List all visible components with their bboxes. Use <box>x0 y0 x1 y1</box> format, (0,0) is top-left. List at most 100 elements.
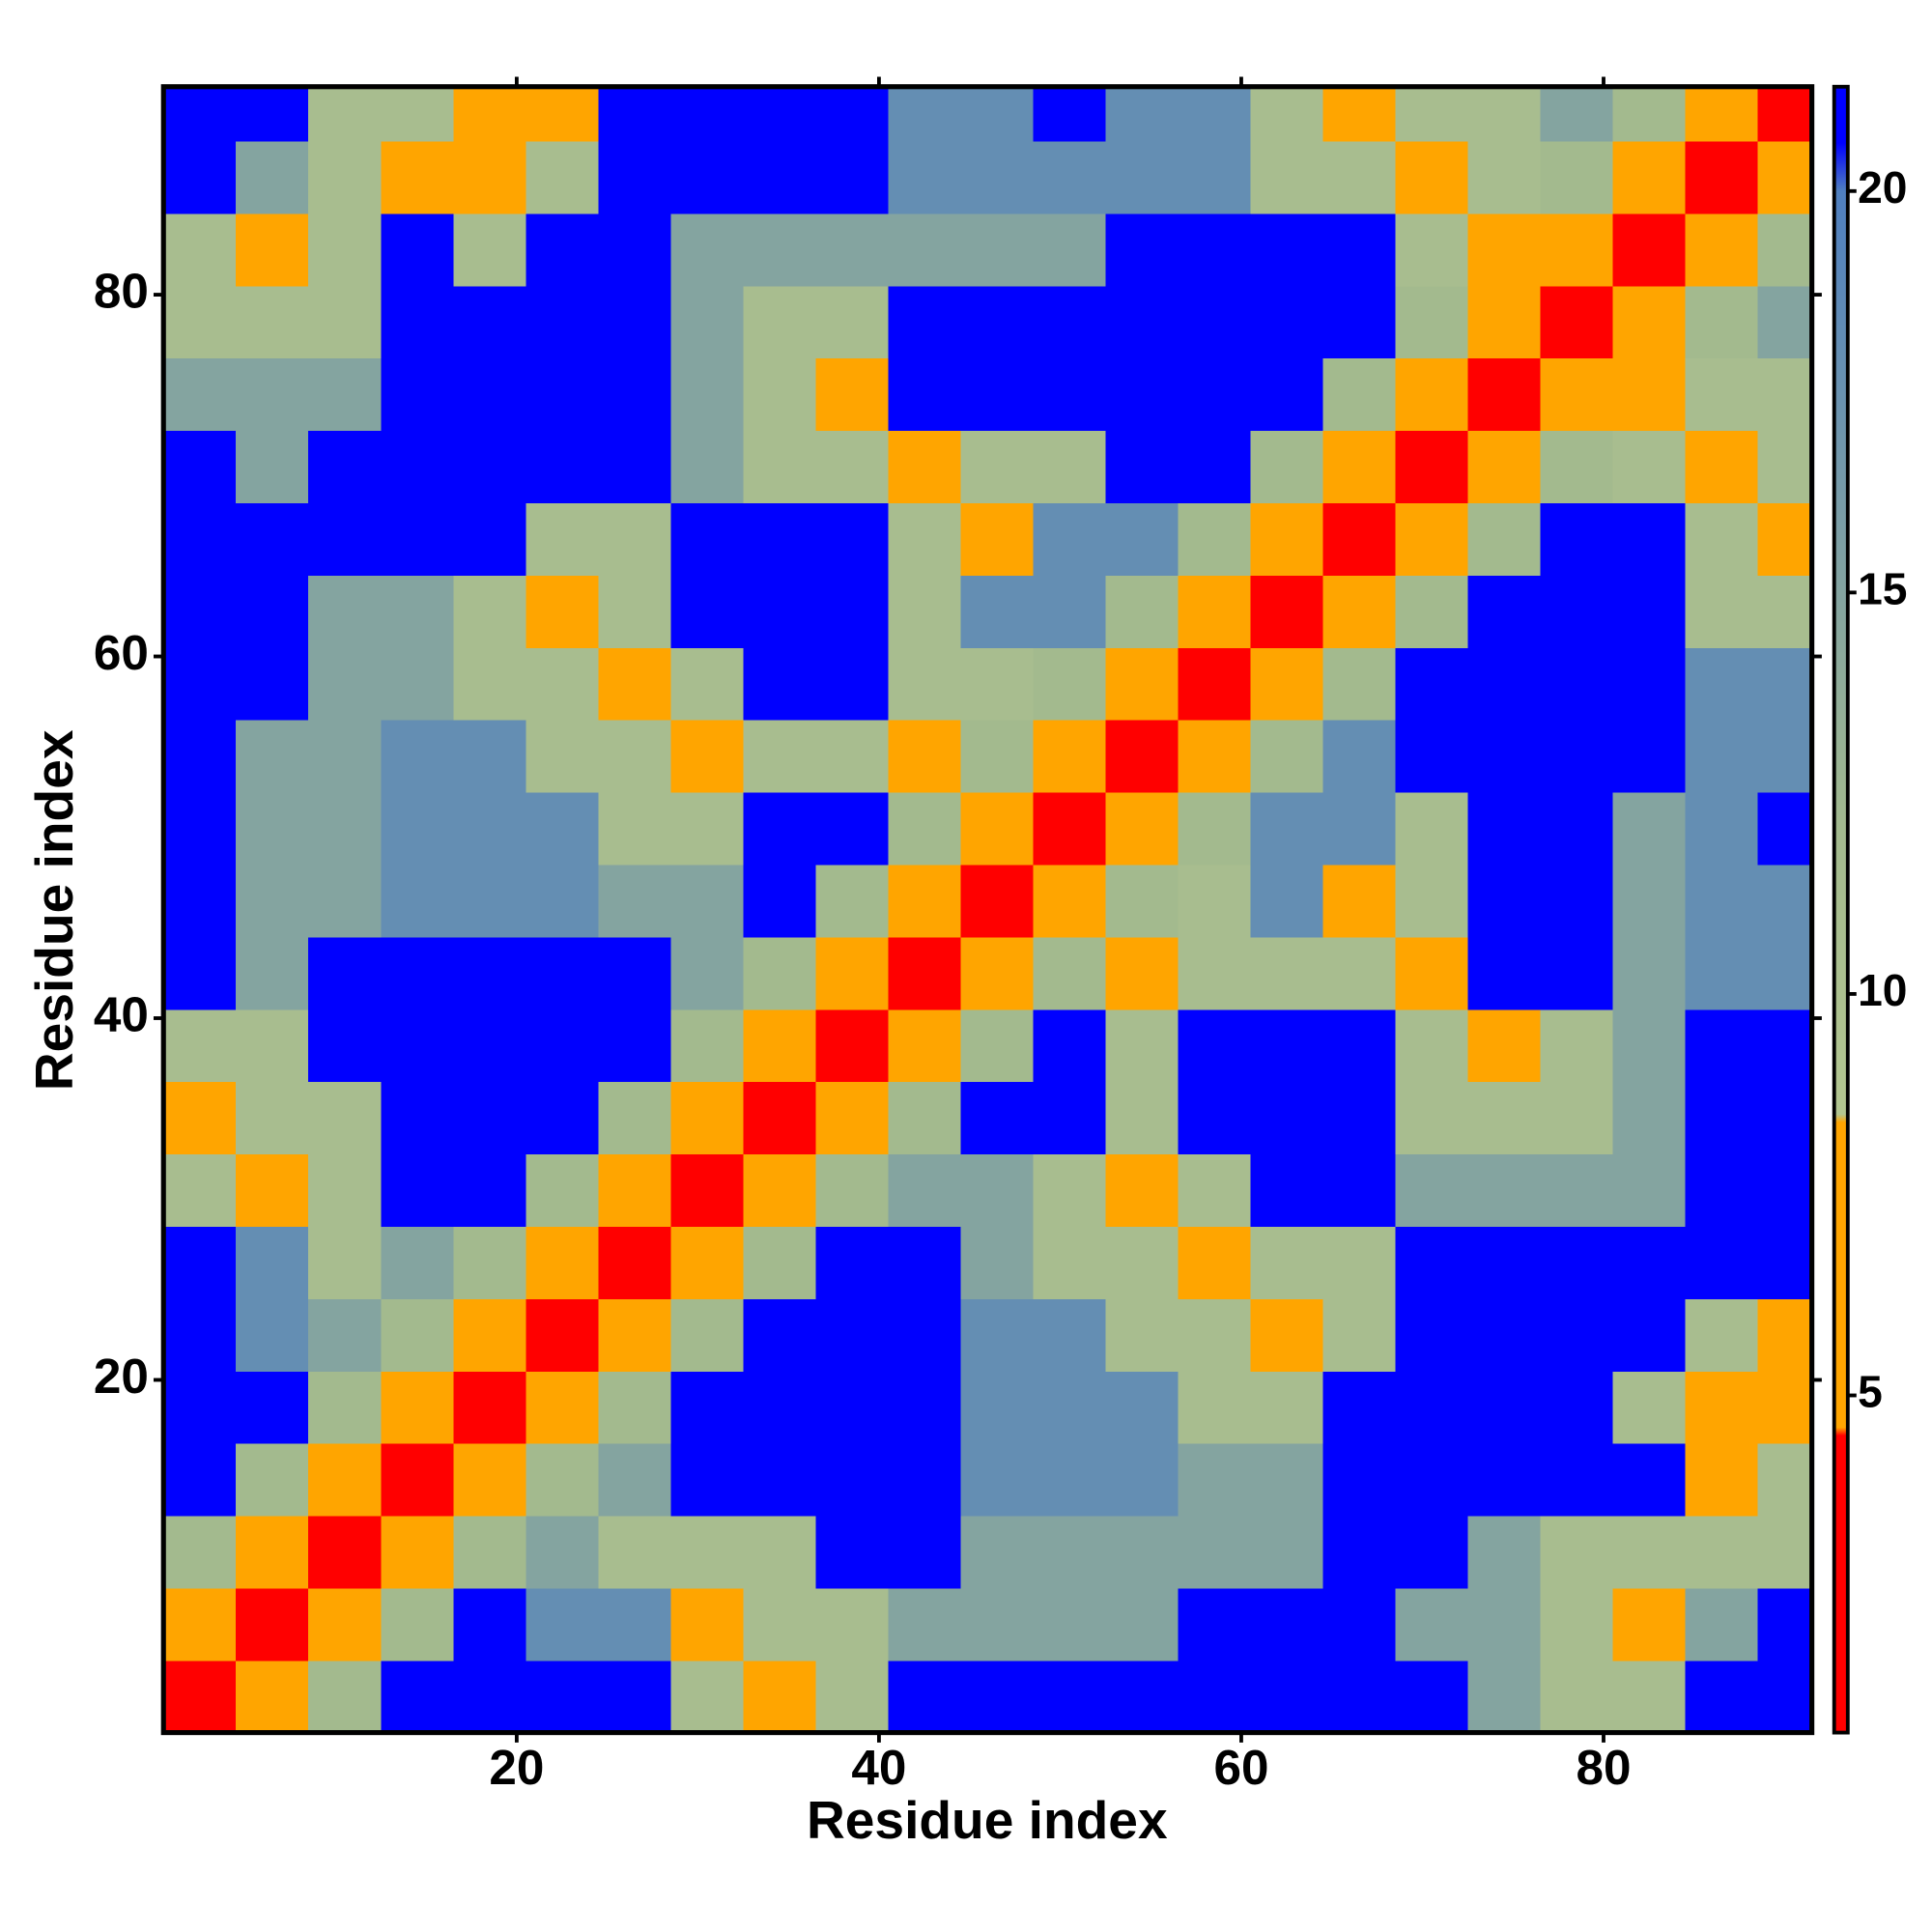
heatmap-cell <box>1467 1587 1542 1662</box>
heatmap-cell <box>960 1226 1034 1299</box>
heatmap-cell <box>888 864 961 938</box>
colorbar-tick-label: 5 <box>1858 1367 1883 1417</box>
heatmap-cell <box>598 647 671 721</box>
heatmap-cell <box>236 575 309 648</box>
heatmap-cell <box>1467 1298 1542 1372</box>
heatmap-cell <box>308 357 382 432</box>
heatmap-cell <box>598 213 671 287</box>
heatmap-cell <box>526 140 599 214</box>
heatmap-cell <box>1685 864 1759 938</box>
heatmap-cell <box>1612 936 1687 1010</box>
heatmap-cell <box>163 936 237 1010</box>
heatmap-cell <box>308 1226 382 1299</box>
heatmap-cell <box>1467 86 1542 142</box>
heatmap-cell <box>236 1587 309 1662</box>
heatmap-cell <box>1250 864 1323 938</box>
heatmap-cell <box>1757 1298 1813 1372</box>
heatmap-cell <box>236 1009 309 1083</box>
heatmap-cell <box>1250 86 1323 142</box>
heatmap-cell <box>1612 1587 1687 1662</box>
heatmap-cell <box>1250 1081 1323 1155</box>
heatmap-cell <box>1178 140 1251 214</box>
heatmap-cell <box>1757 791 1813 866</box>
heatmap-cell <box>1033 1081 1106 1155</box>
heatmap-cell <box>598 502 671 576</box>
heatmap-cell <box>670 575 744 648</box>
heatmap-cell <box>1757 430 1813 504</box>
heatmap-cell <box>1105 430 1179 504</box>
heatmap-cell <box>670 1081 744 1155</box>
heatmap-cell <box>1612 1081 1687 1155</box>
heatmap-cell <box>1685 213 1759 287</box>
heatmap-cell <box>526 285 599 359</box>
colorbar-tick-label: 20 <box>1858 162 1907 213</box>
heatmap-cell <box>308 1371 382 1444</box>
heatmap-cell <box>1612 864 1687 938</box>
heatmap-cell <box>308 1081 382 1155</box>
heatmap-cell <box>888 86 961 142</box>
heatmap-cell <box>598 936 671 1010</box>
heatmap-cell <box>1250 1587 1323 1662</box>
heatmap-cell <box>163 285 237 359</box>
heatmap-cell <box>1395 791 1468 866</box>
y-tick-label: 80 <box>94 264 149 319</box>
heatmap-cell <box>453 213 526 287</box>
heatmap-cell <box>1105 864 1179 938</box>
heatmap-cell <box>526 357 599 432</box>
heatmap-cell <box>526 1660 599 1734</box>
heatmap-cell <box>1612 1660 1687 1734</box>
heatmap-cell <box>1467 430 1542 504</box>
heatmap-cell <box>815 140 889 214</box>
heatmap-cell <box>670 357 744 432</box>
heatmap-cell <box>1033 86 1106 142</box>
heatmap-cell <box>1105 720 1179 793</box>
heatmap-cell <box>1540 357 1614 432</box>
heatmap-cell <box>526 430 599 504</box>
heatmap-cell <box>1105 791 1179 866</box>
heatmap-cell <box>815 285 889 359</box>
heatmap-cell <box>1033 936 1106 1010</box>
heatmap-cell <box>526 1226 599 1299</box>
heatmap-cell <box>815 1443 889 1517</box>
heatmap-cell <box>1033 1660 1106 1734</box>
heatmap-cell <box>526 1081 599 1155</box>
heatmap-cell <box>381 1660 454 1734</box>
heatmap-cell <box>1322 1081 1396 1155</box>
heatmap-cell <box>453 936 526 1010</box>
heatmap-cell <box>163 86 237 142</box>
heatmap-cell <box>1395 1515 1468 1589</box>
heatmap-cell <box>1250 357 1323 432</box>
heatmap-cell <box>1685 1009 1759 1083</box>
heatmap-cell <box>1757 1153 1813 1227</box>
heatmap-cell <box>1685 1587 1759 1662</box>
heatmap-cell <box>1178 357 1251 432</box>
heatmap-cell <box>1540 502 1614 576</box>
heatmap-cell <box>163 1515 237 1589</box>
heatmap-cell <box>308 1009 382 1083</box>
heatmap-cell <box>670 140 744 214</box>
heatmap-cell <box>1250 1226 1323 1299</box>
heatmap-cell <box>1395 936 1468 1010</box>
heatmap-cell <box>381 575 454 648</box>
x-axis-label: Residue index <box>807 1790 1168 1850</box>
plot-frame <box>160 84 1815 1736</box>
heatmap-cell <box>1612 285 1687 359</box>
heatmap-cell <box>1322 575 1396 648</box>
heatmap-cell <box>1178 1153 1251 1227</box>
heatmap-cell <box>1540 1515 1614 1589</box>
heatmap-cell <box>1033 502 1106 576</box>
heatmap-cell <box>1685 502 1759 576</box>
heatmap-cell <box>1395 1226 1468 1299</box>
heatmap-cell <box>1033 575 1106 648</box>
heatmap-cell <box>743 1443 816 1517</box>
heatmap-cell <box>1105 1443 1179 1517</box>
heatmap-cell <box>236 1153 309 1227</box>
heatmap-cell <box>1612 575 1687 648</box>
heatmap-cell <box>236 430 309 504</box>
heatmap-cell <box>1178 936 1251 1010</box>
heatmap-cell <box>1467 1153 1542 1227</box>
heatmap-cell <box>1685 86 1759 142</box>
heatmap-cell <box>453 1371 526 1444</box>
heatmap-cell <box>1178 1298 1251 1372</box>
heatmap-cell <box>815 1153 889 1227</box>
